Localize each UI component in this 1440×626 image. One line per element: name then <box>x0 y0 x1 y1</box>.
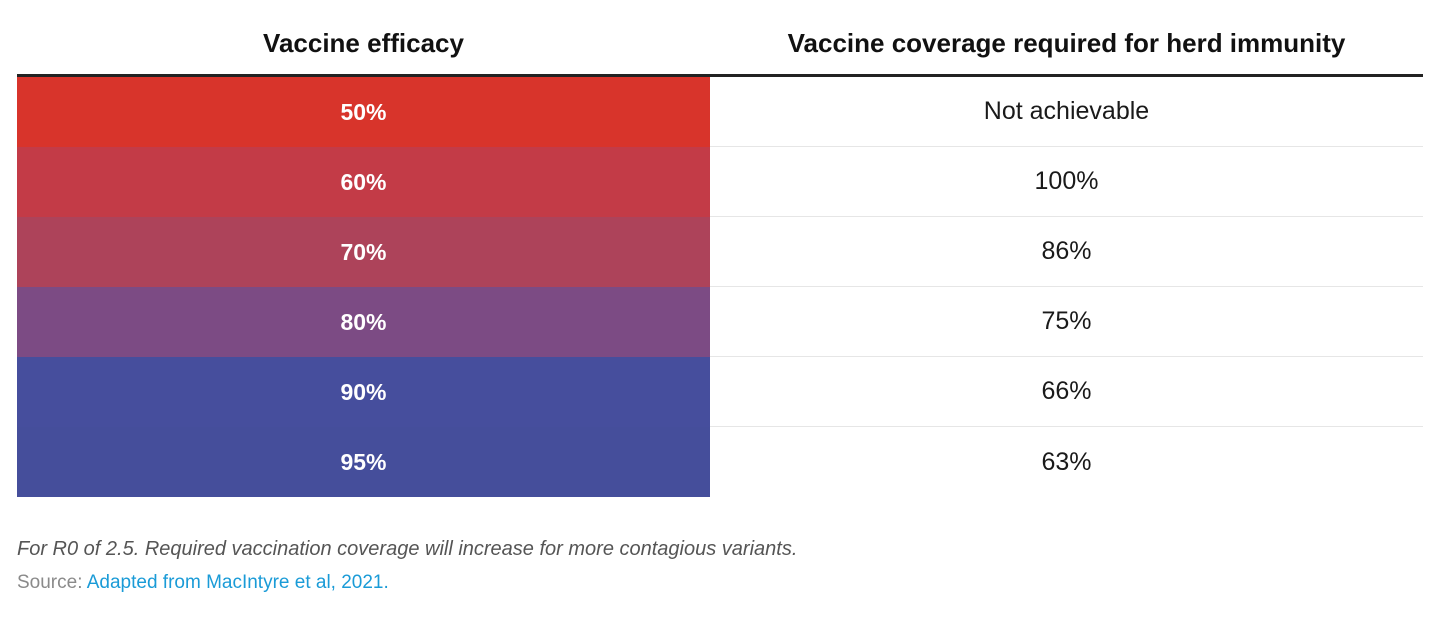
coverage-cell: 63% <box>1041 447 1092 476</box>
efficacy-cell: 95% <box>17 427 710 497</box>
table-footer: For R0 of 2.5. Required vaccination cove… <box>17 532 1423 600</box>
coverage-cell: Not achievable <box>710 77 1423 147</box>
table-row: 50% Not achievable <box>17 77 1423 147</box>
table-row: 95% 63% <box>17 427 1423 497</box>
table-row: 70% 86% <box>17 217 1423 287</box>
footnote: For R0 of 2.5. Required vaccination cove… <box>17 538 798 560</box>
coverage-cell: 86% <box>710 217 1423 287</box>
source-line: Source: Adapted from MacIntyre et al, 20… <box>17 566 1423 600</box>
coverage-cell: 100% <box>710 147 1423 217</box>
source-label: Source: <box>17 572 87 593</box>
efficacy-cell: 70% <box>17 217 710 287</box>
table-row: 60% 100% <box>17 147 1423 217</box>
table-row: 80% 75% <box>17 287 1423 357</box>
coverage-cell: 75% <box>710 287 1423 357</box>
efficacy-cell: 60% <box>17 147 710 217</box>
efficacy-cell: 50% <box>17 77 710 147</box>
herd-immunity-table: Vaccine efficacy Vaccine coverage requir… <box>17 0 1423 497</box>
coverage-cell: 66% <box>710 357 1423 427</box>
header-efficacy: Vaccine efficacy <box>263 27 464 58</box>
efficacy-cell: 90% <box>17 357 710 427</box>
efficacy-cell: 80% <box>17 287 710 357</box>
source-link[interactable]: Adapted from MacIntyre et al, 2021. <box>86 572 389 593</box>
table-row: 90% 66% <box>17 357 1423 427</box>
table-header: Vaccine efficacy Vaccine coverage requir… <box>17 0 1423 77</box>
header-coverage: Vaccine coverage required for herd immun… <box>787 27 1346 58</box>
